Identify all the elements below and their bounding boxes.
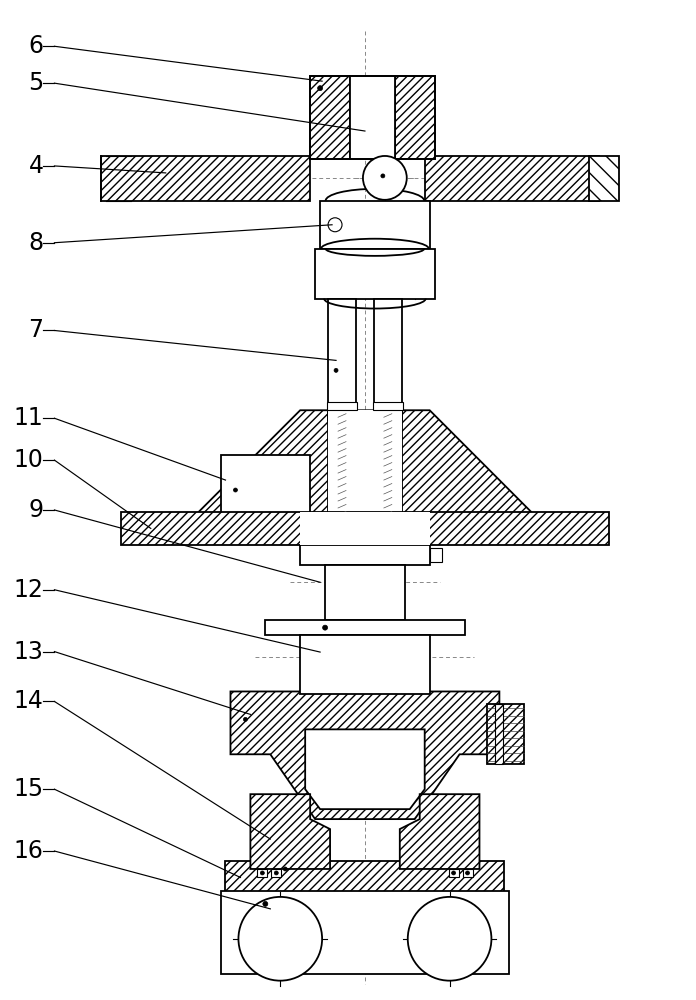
Bar — [121, 512, 609, 545]
Bar — [265, 620, 464, 635]
Circle shape — [452, 871, 456, 875]
Text: 10: 10 — [14, 448, 43, 472]
Bar — [463, 869, 473, 877]
Circle shape — [466, 871, 470, 875]
Circle shape — [323, 625, 328, 630]
Bar — [374, 299, 402, 420]
Circle shape — [260, 871, 264, 875]
Bar — [327, 402, 357, 410]
Text: 8: 8 — [29, 231, 43, 255]
Circle shape — [328, 218, 342, 232]
Circle shape — [263, 901, 268, 906]
Text: 5: 5 — [29, 71, 43, 95]
Bar — [328, 410, 402, 515]
Bar — [101, 156, 310, 201]
Bar — [325, 565, 405, 620]
Bar — [328, 299, 356, 420]
Text: 16: 16 — [14, 839, 43, 863]
Bar — [350, 76, 395, 159]
Circle shape — [233, 488, 237, 492]
Bar — [300, 545, 429, 565]
Text: 11: 11 — [14, 406, 43, 430]
Circle shape — [283, 867, 287, 871]
Text: 7: 7 — [29, 318, 43, 342]
Bar — [271, 869, 281, 877]
Polygon shape — [251, 794, 330, 869]
Bar — [395, 76, 435, 159]
Circle shape — [317, 86, 323, 91]
Polygon shape — [305, 729, 425, 809]
Bar — [487, 704, 524, 764]
Text: 14: 14 — [14, 689, 43, 713]
Polygon shape — [196, 410, 535, 515]
Polygon shape — [230, 691, 500, 819]
Text: 12: 12 — [14, 578, 43, 602]
Bar — [589, 156, 619, 201]
Circle shape — [334, 368, 338, 372]
Polygon shape — [400, 794, 480, 869]
Bar — [258, 869, 267, 877]
Bar — [496, 704, 503, 764]
Bar — [226, 861, 505, 894]
Circle shape — [274, 871, 278, 875]
Text: 13: 13 — [14, 640, 43, 664]
Bar — [449, 869, 459, 877]
Bar — [300, 635, 429, 694]
Bar — [315, 249, 435, 299]
Circle shape — [363, 156, 406, 200]
Bar — [429, 548, 442, 562]
Text: 6: 6 — [29, 34, 43, 58]
Bar — [300, 512, 429, 545]
Text: 15: 15 — [13, 777, 43, 801]
Circle shape — [408, 897, 491, 981]
Bar — [310, 76, 435, 159]
Text: 9: 9 — [29, 498, 43, 522]
Bar — [310, 76, 350, 159]
Bar — [425, 156, 599, 201]
Circle shape — [244, 717, 247, 721]
Circle shape — [381, 174, 385, 178]
Circle shape — [239, 897, 322, 981]
Bar — [221, 891, 509, 974]
Text: 4: 4 — [29, 154, 43, 178]
Bar — [320, 201, 429, 249]
Bar — [221, 455, 310, 515]
Bar — [373, 402, 403, 410]
